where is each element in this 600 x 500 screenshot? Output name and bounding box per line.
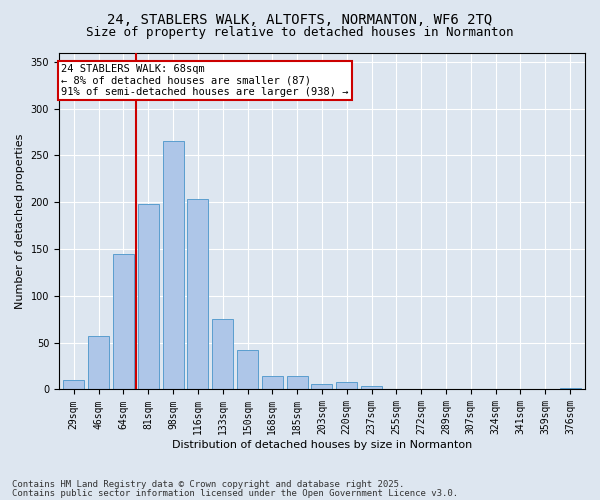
Bar (237, 350, 258, 390)
Bar (163, 142, 184, 390)
Y-axis label: Number of detached properties: Number of detached properties (15, 134, 25, 308)
Bar (287, 376, 308, 390)
Bar (187, 198, 208, 390)
Bar (212, 320, 233, 390)
Bar (88, 336, 109, 390)
Text: Size of property relative to detached houses in Normanton: Size of property relative to detached ho… (86, 26, 514, 39)
Bar (336, 382, 358, 390)
Text: 24, STABLERS WALK, ALTOFTS, NORMANTON, WF6 2TQ: 24, STABLERS WALK, ALTOFTS, NORMANTON, W… (107, 12, 493, 26)
Bar (113, 254, 134, 390)
Bar (311, 384, 332, 390)
Bar (560, 388, 581, 390)
Text: 24 STABLERS WALK: 68sqm
← 8% of detached houses are smaller (87)
91% of semi-det: 24 STABLERS WALK: 68sqm ← 8% of detached… (61, 64, 349, 97)
Text: Contains HM Land Registry data © Crown copyright and database right 2025.: Contains HM Land Registry data © Crown c… (12, 480, 404, 489)
Bar (361, 386, 382, 390)
X-axis label: Distribution of detached houses by size in Normanton: Distribution of detached houses by size … (172, 440, 472, 450)
Bar (137, 204, 159, 390)
Bar (63, 380, 85, 390)
Bar (262, 376, 283, 390)
Text: Contains public sector information licensed under the Open Government Licence v3: Contains public sector information licen… (12, 489, 458, 498)
